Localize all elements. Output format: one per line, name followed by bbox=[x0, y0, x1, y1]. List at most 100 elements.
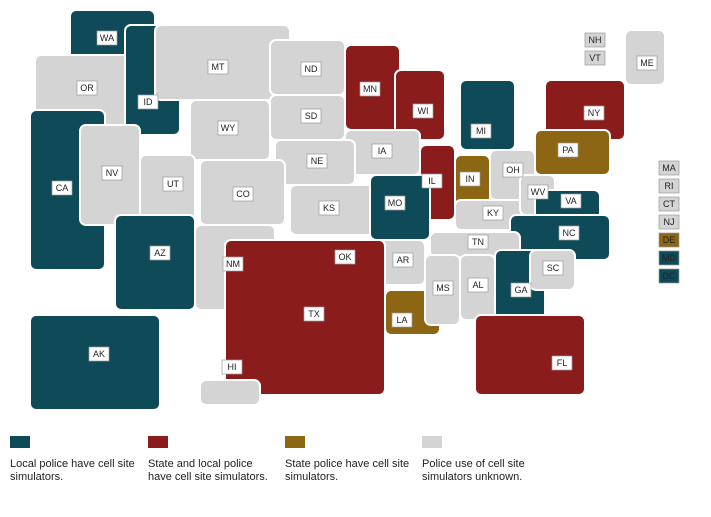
state-label-box bbox=[392, 252, 414, 268]
state-label: NE bbox=[311, 156, 324, 166]
state-label: WY bbox=[221, 123, 236, 133]
state-label-box bbox=[658, 160, 680, 176]
state-label-box bbox=[459, 171, 481, 187]
state-shape bbox=[199, 379, 261, 406]
state-label: MS bbox=[436, 283, 450, 293]
state-label: GA bbox=[514, 285, 527, 295]
state-label-box bbox=[636, 55, 658, 71]
state-label-box bbox=[384, 195, 406, 211]
state-label: PA bbox=[562, 145, 573, 155]
state-label: AK bbox=[93, 349, 105, 359]
legend-item: Police use of cell site simulators unkno… bbox=[422, 436, 552, 484]
state-label: MA bbox=[662, 163, 676, 173]
state-label: TN bbox=[472, 237, 484, 247]
state-label: CO bbox=[236, 189, 250, 199]
state-label-box bbox=[232, 186, 254, 202]
state-label: KY bbox=[487, 208, 499, 218]
state-label: UT bbox=[167, 179, 179, 189]
state-label: NV bbox=[106, 168, 119, 178]
state-label-box bbox=[658, 196, 680, 212]
state-label-box bbox=[162, 176, 184, 192]
state-label: WA bbox=[100, 33, 114, 43]
state-label: SC bbox=[547, 263, 560, 273]
us-map: WA OR ID MT ND MN WI MI NY NH VT ME OH PA IN IL IA SD WY NE… bbox=[29, 9, 680, 411]
state-label: AZ bbox=[154, 248, 166, 258]
state-label-box bbox=[51, 180, 73, 196]
state-label-box bbox=[510, 282, 532, 298]
state-label-box bbox=[470, 123, 492, 139]
state-label: TX bbox=[308, 309, 320, 319]
state-label-box bbox=[658, 250, 680, 266]
state-label-box bbox=[412, 103, 434, 119]
state-shape bbox=[114, 214, 196, 311]
state-shape bbox=[29, 314, 161, 411]
state-label: VA bbox=[565, 196, 576, 206]
state-label-box bbox=[306, 153, 328, 169]
state-label: MN bbox=[363, 84, 377, 94]
state-label: AL bbox=[472, 280, 483, 290]
state-label: OK bbox=[338, 252, 351, 262]
state-label: MD bbox=[662, 253, 676, 263]
legend-swatch bbox=[285, 436, 305, 448]
state-label-box bbox=[560, 193, 582, 209]
state-label: LA bbox=[396, 315, 407, 325]
state-label: OH bbox=[506, 165, 520, 175]
state-label: WI bbox=[418, 106, 429, 116]
state-label: KS bbox=[323, 203, 335, 213]
state-label: ID bbox=[144, 97, 154, 107]
legend-swatch bbox=[422, 436, 442, 448]
state-label: ME bbox=[640, 58, 654, 68]
state-label-box bbox=[557, 142, 579, 158]
state-label-box bbox=[318, 200, 340, 216]
state-label: MI bbox=[476, 126, 486, 136]
legend-label: State and local police have cell site si… bbox=[148, 458, 268, 483]
state-label: AR bbox=[397, 255, 410, 265]
state-label-box bbox=[222, 256, 244, 272]
state-label-box bbox=[76, 80, 98, 96]
state-label-box bbox=[584, 32, 606, 48]
state-label-box bbox=[371, 143, 393, 159]
state-label-box bbox=[300, 61, 322, 77]
legend-swatch bbox=[10, 436, 30, 448]
state-label-box bbox=[303, 306, 325, 322]
state-label: IL bbox=[428, 176, 436, 186]
state-label: NY bbox=[588, 108, 601, 118]
state-label: ND bbox=[305, 64, 318, 74]
state-label-box bbox=[482, 205, 504, 221]
state-label-box bbox=[527, 184, 549, 200]
state-label-box bbox=[207, 59, 229, 75]
state-label: SD bbox=[305, 111, 318, 121]
state-label: NH bbox=[589, 35, 602, 45]
legend-swatch bbox=[148, 436, 168, 448]
state-label: NC bbox=[563, 228, 576, 238]
state-label-box bbox=[558, 225, 580, 241]
state-label: DC bbox=[663, 271, 676, 281]
legend-label: Local police have cell site simulators. bbox=[10, 458, 135, 483]
state-label-box bbox=[658, 214, 680, 230]
state-label-box bbox=[502, 162, 524, 178]
state-label-box bbox=[467, 277, 489, 293]
state-label-box bbox=[88, 346, 110, 362]
state-label: MT bbox=[212, 62, 225, 72]
state-label-box bbox=[658, 232, 680, 248]
state-label-box bbox=[221, 359, 243, 375]
state-label: VT bbox=[589, 53, 601, 63]
state-label-box bbox=[137, 94, 159, 110]
state-shape bbox=[459, 79, 516, 151]
state-label-box bbox=[432, 280, 454, 296]
state-label-box bbox=[96, 30, 118, 46]
state-label: HI bbox=[228, 362, 237, 372]
state-label-box bbox=[658, 178, 680, 194]
state-label: IA bbox=[378, 146, 387, 156]
state-label-box bbox=[584, 50, 606, 66]
state-label: OR bbox=[80, 83, 94, 93]
state-label: FL bbox=[557, 358, 568, 368]
state-label: NM bbox=[226, 259, 240, 269]
state-shape bbox=[474, 314, 586, 396]
state-label: WV bbox=[531, 187, 546, 197]
state-label-box bbox=[421, 173, 443, 189]
legend-label: State police have cell site simulators. bbox=[285, 458, 410, 483]
state-label-box bbox=[391, 312, 413, 328]
state-label-box bbox=[101, 165, 123, 181]
